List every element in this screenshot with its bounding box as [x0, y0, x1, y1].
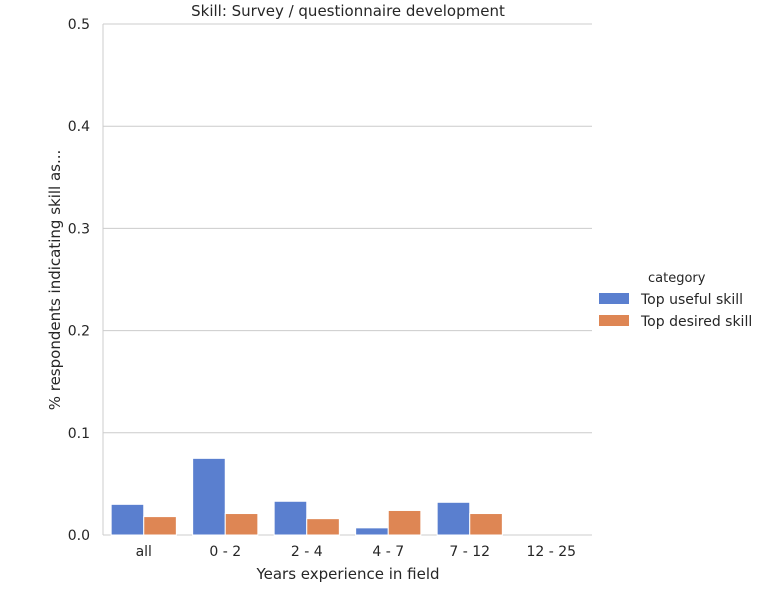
bar-desired: [224, 513, 259, 536]
y-tick-label: 0.0: [68, 528, 90, 544]
bar-desired: [306, 518, 340, 536]
x-tick-label: 0 - 2: [209, 544, 241, 560]
y-tick-labels: 0.0 0.1 0.2 0.3 0.4 0.5: [68, 17, 90, 544]
legend-title: category: [648, 271, 706, 286]
bar-desired: [387, 509, 422, 536]
bar-desired: [469, 513, 503, 536]
y-tick-label: 0.4: [68, 119, 90, 135]
bar-desired: [143, 516, 177, 536]
x-tick-label: 2 - 4: [291, 544, 323, 560]
x-tick-label: 7 - 12: [449, 544, 490, 560]
x-tick-label: 12 - 25: [526, 544, 576, 560]
legend: category Top useful skill Top desired ski…: [599, 271, 752, 330]
bar-useful: [110, 503, 145, 536]
legend-items: Top useful skill Top desired skill: [599, 292, 752, 330]
x-tick-label: all: [136, 544, 152, 560]
y-tick-label: 0.3: [68, 221, 90, 237]
legend-label: Top useful skill: [640, 292, 743, 308]
x-tick-labels: all 0 - 2 2 - 4 4 - 7 7 - 12 12 - 25: [136, 544, 576, 560]
bar-useful: [436, 501, 471, 536]
y-axis-label: % respondents indicating skill as...: [46, 150, 64, 411]
grid-layer: [103, 23, 592, 536]
bar-useful: [273, 500, 308, 536]
y-tick-label: 0.1: [68, 426, 90, 442]
y-tick-label: 0.5: [68, 17, 90, 33]
x-tick-label: 4 - 7: [372, 544, 404, 560]
y-tick-label: 0.2: [68, 324, 90, 340]
bar-useful: [192, 457, 226, 536]
x-axis-label: Years experience in field: [255, 565, 439, 583]
legend-label: Top desired skill: [640, 314, 752, 330]
bar-useful: [355, 527, 389, 536]
legend-swatch: [599, 293, 629, 304]
bars-layer: [110, 457, 503, 536]
legend-swatch: [599, 315, 629, 326]
chart-title: Skill: Survey / questionnaire developmen…: [191, 2, 505, 20]
